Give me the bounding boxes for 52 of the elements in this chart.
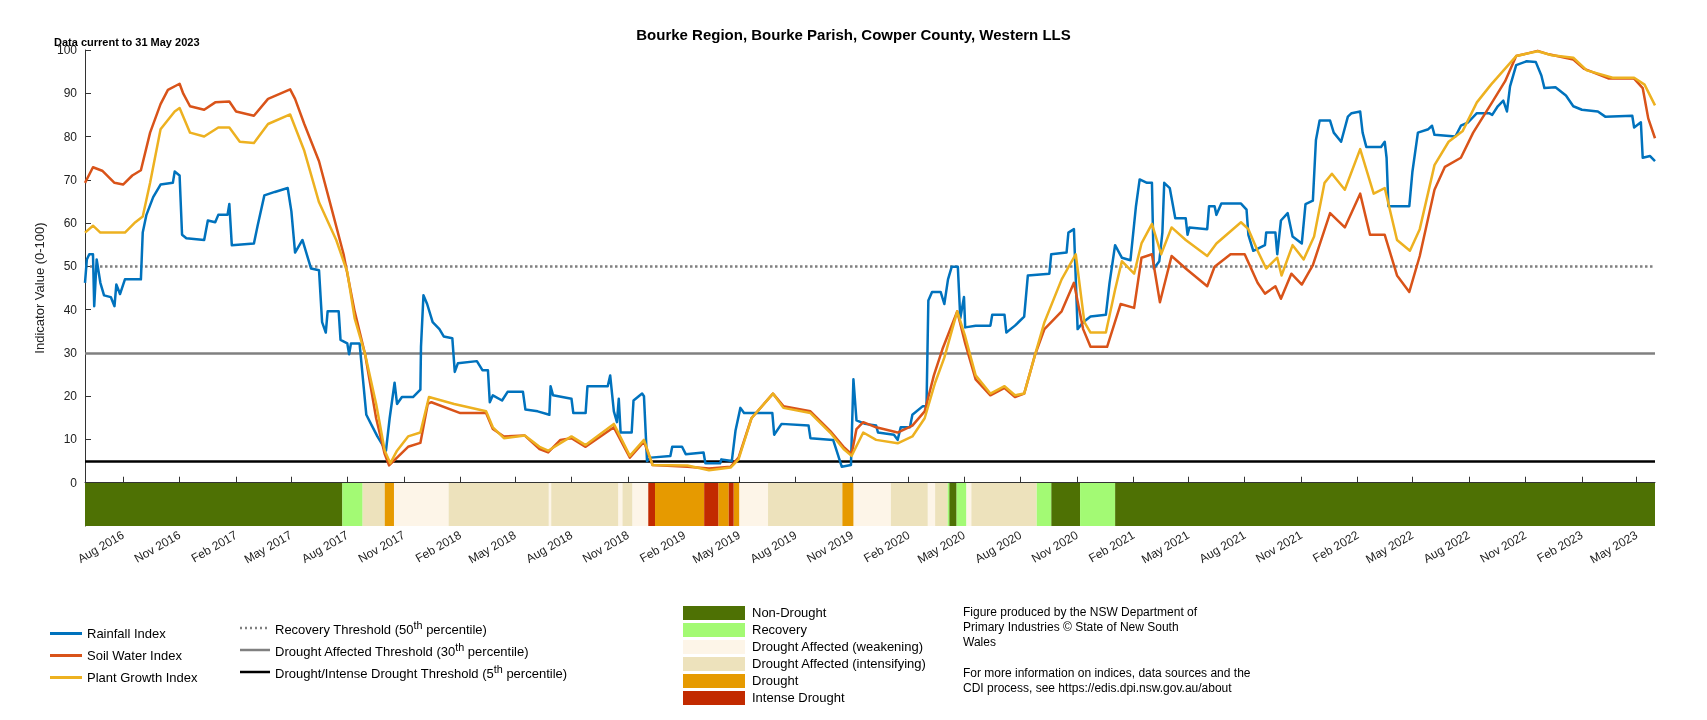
y-tick-label: 30 — [63, 345, 78, 360]
y-tick-label: 40 — [63, 302, 78, 317]
chart-title: Bourke Region, Bourke Parish, Cowper County, Western LLS — [636, 26, 1071, 43]
legend-label: Soil Water Index — [87, 648, 183, 663]
x-tick-label: Nov 2020 — [1029, 527, 1081, 566]
x-tick-label: Nov 2021 — [1253, 527, 1305, 566]
y-tick-label: 50 — [63, 259, 78, 274]
x-tick-label: Feb 2022 — [1310, 527, 1362, 566]
legend-label: Drought/Intense Drought Threshold (5$^{th}$ percentile) — [275, 662, 568, 682]
text: For more information on indices, data sources and the CDI process, see https://edis.dpi.nsw.gov.au/about — [963, 666, 1252, 696]
x-tick-label: May 2017 — [241, 527, 295, 567]
x-tick-label: Aug 2021 — [1196, 527, 1249, 566]
y-tick-label: 10 — [63, 432, 78, 447]
x-tick-label: Feb 2021 — [1086, 527, 1138, 566]
legend-label: Intense Drought — [752, 690, 845, 705]
x-tick-label: May 2021 — [1139, 527, 1192, 567]
x-tick-label: May 2020 — [914, 527, 968, 567]
x-tick-label: May 2019 — [690, 527, 743, 567]
text: Figure produced by the NSW Department of Primary Industries © State of New South Wales — [963, 605, 1198, 650]
legend-label: Drought Affected (weakening) — [752, 639, 924, 654]
y-tick-label: 60 — [63, 216, 78, 231]
legend-label: Non-Drought — [752, 605, 827, 620]
x-tick-label: May 2022 — [1363, 527, 1417, 567]
legend-label: Drought Affected Threshold (30$^{th}$ percentile) — [275, 640, 529, 660]
legend-label: Drought Affected (intensifying) — [752, 656, 926, 671]
legend-label: Recovery — [752, 622, 807, 637]
x-tick-label: Aug 2019 — [747, 527, 800, 566]
x-tick-label: Aug 2022 — [1420, 527, 1473, 566]
x-tick-label: May 2018 — [465, 527, 519, 567]
legend-label: Recovery Threshold (50$^{th}$ percentile) — [275, 618, 487, 638]
y-tick-label: 20 — [63, 389, 78, 404]
x-tick-label: May 2023 — [1587, 527, 1641, 567]
x-tick-label: Feb 2019 — [637, 527, 689, 566]
x-tick-label: Aug 2018 — [523, 527, 576, 566]
y-tick-label: 70 — [63, 172, 78, 187]
y-axis-title: Indicator Value (0-100) — [32, 222, 48, 354]
y-tick-label: 90 — [63, 86, 78, 101]
x-tick-label: Nov 2018 — [580, 527, 632, 566]
x-tick-label: Feb 2020 — [861, 527, 913, 566]
x-tick-label: Aug 2016 — [75, 527, 127, 566]
x-tick-label: Nov 2017 — [355, 527, 408, 566]
x-tick-label: Aug 2020 — [972, 527, 1025, 566]
legend-label: Plant Growth Index — [87, 670, 199, 685]
x-tick-label: Feb 2018 — [412, 527, 465, 566]
y-tick-label: 80 — [63, 129, 78, 144]
y-tick-label: 0 — [70, 475, 78, 490]
x-tick-label: Feb 2023 — [1534, 527, 1586, 566]
x-tick-label: Nov 2016 — [131, 527, 184, 566]
legend-label: Drought — [752, 673, 799, 688]
x-tick-label: Nov 2019 — [804, 527, 856, 566]
x-tick-label: Nov 2022 — [1477, 527, 1530, 566]
legend-label: Rainfall Index — [87, 626, 167, 641]
